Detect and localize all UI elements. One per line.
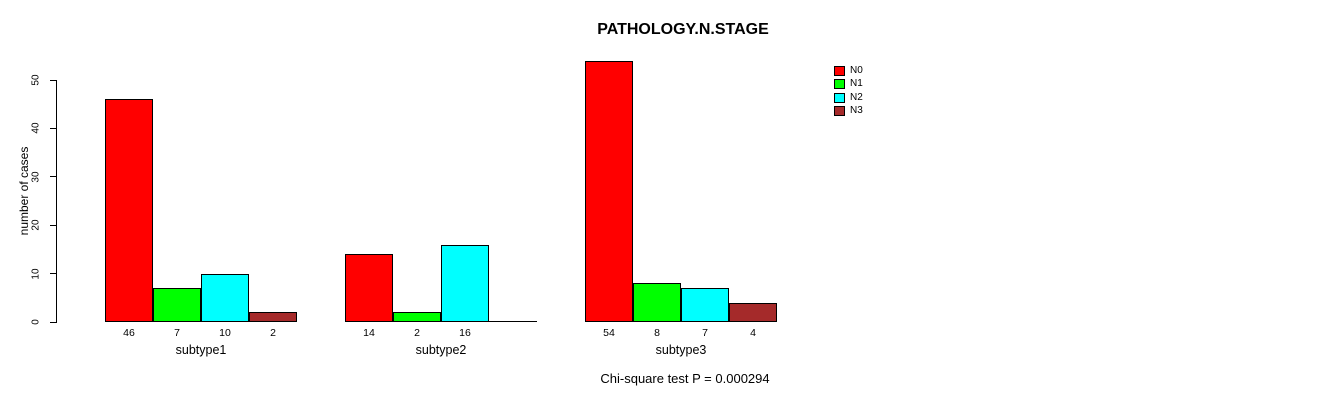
x-group-label-subtype2: subtype2 <box>415 343 467 357</box>
bar-subtype3-N2 <box>681 288 729 322</box>
bar-subtype1-N3 <box>249 312 297 322</box>
y-tick-label: 10 <box>30 268 42 280</box>
legend-swatch-N2 <box>834 92 845 103</box>
bar-value-label: 2 <box>270 327 276 339</box>
y-tick <box>50 224 57 226</box>
bar-value-label: 46 <box>123 327 135 339</box>
bar-subtype2-N0 <box>345 254 393 322</box>
y-tick <box>50 321 57 323</box>
bar-subtype2-N1 <box>393 312 441 322</box>
legend-label-N3: N3 <box>850 105 863 117</box>
bar-value-label: 4 <box>750 327 756 339</box>
bar-subtype3-N1 <box>633 283 681 322</box>
chart-title: PATHOLOGY.N.STAGE <box>597 21 769 38</box>
bar-subtype2-N2 <box>441 245 489 322</box>
bar-subtype1-N1 <box>153 288 201 322</box>
y-tick-label: 40 <box>30 122 42 134</box>
legend-swatch-N1 <box>834 79 845 90</box>
bar-value-label: 2 <box>414 327 420 339</box>
y-tick-label: 50 <box>30 74 42 86</box>
bar-subtype1-N0 <box>105 99 153 322</box>
y-tick <box>50 127 57 129</box>
bar-value-label: 8 <box>654 327 660 339</box>
bar-subtype3-N3 <box>729 303 777 322</box>
bar-value-label: 54 <box>603 327 615 339</box>
x-group-label-subtype1: subtype1 <box>175 343 227 357</box>
bar-value-label: 14 <box>363 327 375 339</box>
bar-value-label: 7 <box>702 327 708 339</box>
x-group-label-subtype3: subtype3 <box>655 343 707 357</box>
legend-swatch-N3 <box>834 106 845 117</box>
chi-square-annotation: Chi-square test P = 0.000294 <box>600 371 770 386</box>
legend-label-N1: N1 <box>850 78 863 90</box>
y-tick <box>50 273 57 275</box>
bar-value-label: 7 <box>174 327 180 339</box>
legend-label-N2: N2 <box>850 91 863 103</box>
bar-subtype3-N0 <box>585 61 633 322</box>
bar-subtype2-N3-zero-line <box>489 321 537 322</box>
legend-label-N0: N0 <box>850 65 863 76</box>
y-axis-label: number of cases <box>17 146 31 236</box>
y-tick-label: 30 <box>30 171 42 183</box>
y-tick <box>50 79 57 81</box>
bar-value-label: 16 <box>459 327 471 339</box>
y-tick-label: 0 <box>30 319 42 325</box>
bar-subtype1-N2 <box>201 274 249 322</box>
y-axis-line <box>56 80 57 323</box>
legend-swatch-N0 <box>834 66 845 76</box>
y-tick-label: 20 <box>30 219 42 231</box>
bar-value-label: 10 <box>219 327 231 339</box>
y-tick <box>50 176 57 178</box>
